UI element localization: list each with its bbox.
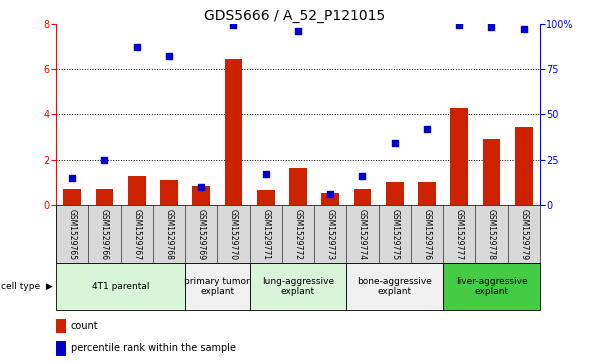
Text: primary tumor
explant: primary tumor explant (185, 277, 250, 297)
Point (196, 184, 206, 190)
Text: GSM1529766: GSM1529766 (100, 209, 109, 260)
FancyBboxPatch shape (185, 263, 250, 310)
Point (519, 26, 529, 32)
Text: GSM1529765: GSM1529765 (68, 209, 77, 260)
Bar (322, 193, 339, 205)
Point (67, 175, 77, 181)
Text: GSM1529772: GSM1529772 (293, 209, 303, 260)
Text: GSM1529771: GSM1529771 (261, 209, 270, 260)
Point (293, 28, 303, 34)
Bar (192, 186, 210, 205)
Point (261, 171, 270, 177)
Text: cell type  ▶: cell type ▶ (1, 282, 53, 291)
Bar (56, 319, 65, 333)
Text: GSM1529769: GSM1529769 (196, 209, 206, 260)
FancyBboxPatch shape (346, 263, 443, 310)
Bar (56, 341, 65, 356)
Text: GSM1529778: GSM1529778 (487, 209, 496, 260)
Text: GSM1529775: GSM1529775 (390, 209, 399, 260)
Text: count: count (71, 321, 98, 331)
Text: percentile rank within the sample: percentile rank within the sample (71, 343, 235, 354)
Bar (63, 189, 81, 205)
Text: GSM1529767: GSM1529767 (132, 209, 141, 260)
Bar (483, 139, 500, 205)
Text: 4T1 parental: 4T1 parental (92, 282, 149, 291)
FancyBboxPatch shape (250, 263, 346, 310)
Bar (289, 168, 307, 205)
Text: GSM1529770: GSM1529770 (229, 209, 238, 260)
Bar (96, 189, 113, 205)
Bar (418, 182, 436, 205)
Point (422, 126, 432, 132)
Text: bone-aggressive
explant: bone-aggressive explant (358, 277, 432, 297)
Bar (160, 180, 178, 205)
Bar (515, 127, 533, 205)
Text: GSM1529773: GSM1529773 (326, 209, 335, 260)
Point (358, 173, 367, 179)
Point (229, 23, 238, 28)
Text: GSM1529777: GSM1529777 (455, 209, 464, 260)
Bar (450, 107, 468, 205)
Point (100, 157, 109, 163)
Text: liver-aggressive
explant: liver-aggressive explant (455, 277, 527, 297)
Text: GDS5666 / A_52_P121015: GDS5666 / A_52_P121015 (204, 9, 386, 23)
Point (390, 140, 399, 146)
Point (164, 53, 173, 59)
Text: GSM1529776: GSM1529776 (422, 209, 431, 260)
Text: GSM1529768: GSM1529768 (165, 209, 173, 260)
Point (132, 44, 142, 50)
Bar (225, 59, 242, 205)
FancyBboxPatch shape (56, 263, 185, 310)
Point (487, 24, 496, 30)
Text: GSM1529774: GSM1529774 (358, 209, 367, 260)
Bar (353, 189, 371, 205)
FancyBboxPatch shape (443, 263, 540, 310)
Point (454, 23, 464, 28)
Point (326, 191, 335, 197)
Text: lung-aggressive
explant: lung-aggressive explant (262, 277, 334, 297)
Text: GSM1529779: GSM1529779 (519, 209, 528, 260)
Bar (257, 190, 274, 205)
Bar (386, 182, 404, 205)
Bar (128, 176, 146, 205)
